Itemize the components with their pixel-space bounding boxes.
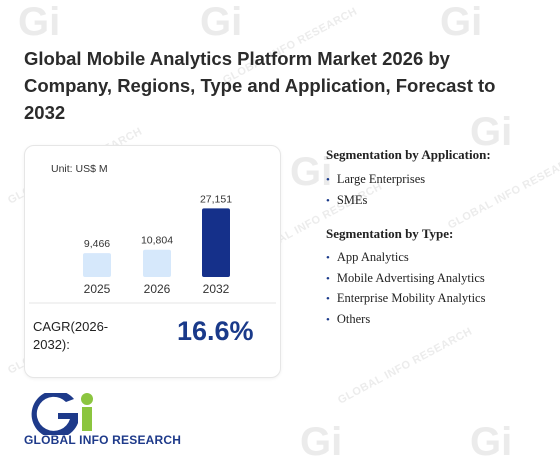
- logo-wordmark: GLOBAL INFO RESEARCH: [24, 433, 182, 447]
- list-item-label: App Analytics: [336, 250, 409, 264]
- application-segment-title: Segmentation by Application:: [326, 147, 491, 162]
- list-item: • Large Enterprises: [326, 170, 425, 191]
- data-label: 10,804: [141, 235, 173, 247]
- list-item-label: Others: [336, 311, 371, 326]
- bar-2026: [143, 249, 171, 277]
- x-tick-label: 2026: [144, 282, 171, 296]
- bullet-icon: •: [326, 272, 330, 285]
- list-item: • Others: [326, 310, 485, 331]
- type-segment-title: Segmentation by Type:: [326, 226, 454, 241]
- x-tick-label: 2025: [84, 282, 111, 296]
- data-label: 9,466: [84, 238, 110, 250]
- bar-2025: [83, 253, 111, 277]
- bullet-icon: •: [326, 313, 330, 326]
- bullet-icon: •: [326, 174, 330, 186]
- application-segment-list: • Large Enterprises • SMEs: [326, 170, 425, 211]
- cagr-value: 16.6%: [177, 316, 254, 346]
- data-label: 27,151: [200, 193, 232, 205]
- market-size-bar-chart: 9,466 2025 10,804 2026 27,151 2032: [29, 193, 276, 304]
- bar-2032: [202, 208, 230, 277]
- unit-label: Unit: US$ M: [51, 163, 108, 175]
- list-item-label: Mobile Advertising Analytics: [336, 270, 485, 285]
- list-item-label: SMEs: [336, 192, 368, 207]
- type-segment-list: • App Analytics • Mobile Advertising Analyt…: [326, 248, 485, 330]
- watermark-text: GLOBAL INFO RESEARCH: [335, 325, 475, 407]
- watermark-logo: Gi: [200, 0, 243, 44]
- bullet-icon: •: [326, 252, 330, 264]
- watermark-logo: Gi: [440, 0, 483, 44]
- cagr-label: CAGR(2026-2032):: [33, 319, 109, 352]
- market-size-card: Unit: US$ M 9,466 2025 10,804 2026 27,151 203…: [24, 145, 281, 378]
- page-title: Global Mobile Analytics Platform Market …: [24, 48, 496, 123]
- list-item-label: Enterprise Mobility Analytics: [336, 291, 486, 305]
- x-tick-label: 2032: [203, 282, 230, 296]
- watermark-logo: Gi: [470, 420, 513, 464]
- list-item: • App Analytics: [326, 248, 485, 269]
- list-item: • Mobile Advertising Analytics: [326, 269, 485, 290]
- watermark-logo: Gi: [18, 0, 61, 44]
- list-item-label: Large Enterprises: [336, 172, 426, 186]
- gi-logo-icon: [31, 393, 93, 435]
- list-item: • Enterprise Mobility Analytics: [326, 289, 485, 310]
- bullet-icon: •: [326, 293, 330, 305]
- bullet-icon: •: [326, 194, 330, 207]
- list-item: • SMEs: [326, 191, 425, 212]
- watermark-logo: Gi: [300, 420, 343, 464]
